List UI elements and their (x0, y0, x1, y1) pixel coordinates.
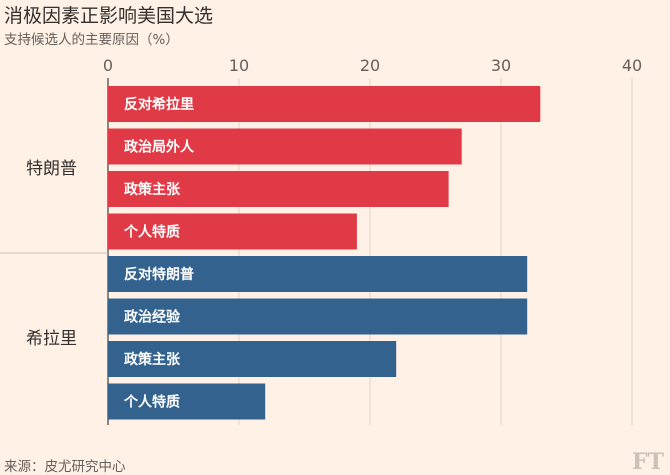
bar (108, 341, 397, 377)
x-tick-label: 20 (360, 56, 380, 75)
bar-label: 政治经验 (124, 309, 181, 326)
bar (108, 298, 528, 335)
chart-title: 消极因素正影响美国大选 (4, 5, 213, 27)
bar (108, 128, 462, 165)
group-label: 希拉里 (26, 329, 77, 349)
bar-label: 反对希拉里 (124, 96, 194, 113)
bar-label: 个人特质 (123, 224, 180, 241)
bar-label: 政策主张 (124, 181, 181, 198)
x-axis-ticks: 0 10 20 30 40 (103, 56, 642, 75)
x-tick-label: 10 (229, 56, 249, 75)
bar (108, 256, 528, 292)
group-label: 特朗普 (26, 159, 77, 179)
bar-label: 政策主张 (124, 351, 181, 368)
chart-subtitle: 支持候选人的主要原因（%） (4, 32, 179, 48)
bar-label: 反对特朗普 (124, 266, 194, 283)
ft-logo: FT (632, 449, 665, 475)
x-tick-label: 30 (491, 56, 511, 75)
bar-label: 政治局外人 (124, 139, 195, 156)
bar-label: 个人特质 (123, 394, 180, 411)
x-tick-label: 40 (622, 56, 642, 75)
x-tick-label: 0 (103, 56, 113, 75)
source-note: 来源：皮尤研究中心 (4, 459, 126, 475)
bar (108, 383, 266, 420)
bar (108, 213, 357, 250)
bar (108, 171, 449, 207)
bars (108, 86, 541, 420)
bar (108, 86, 541, 122)
